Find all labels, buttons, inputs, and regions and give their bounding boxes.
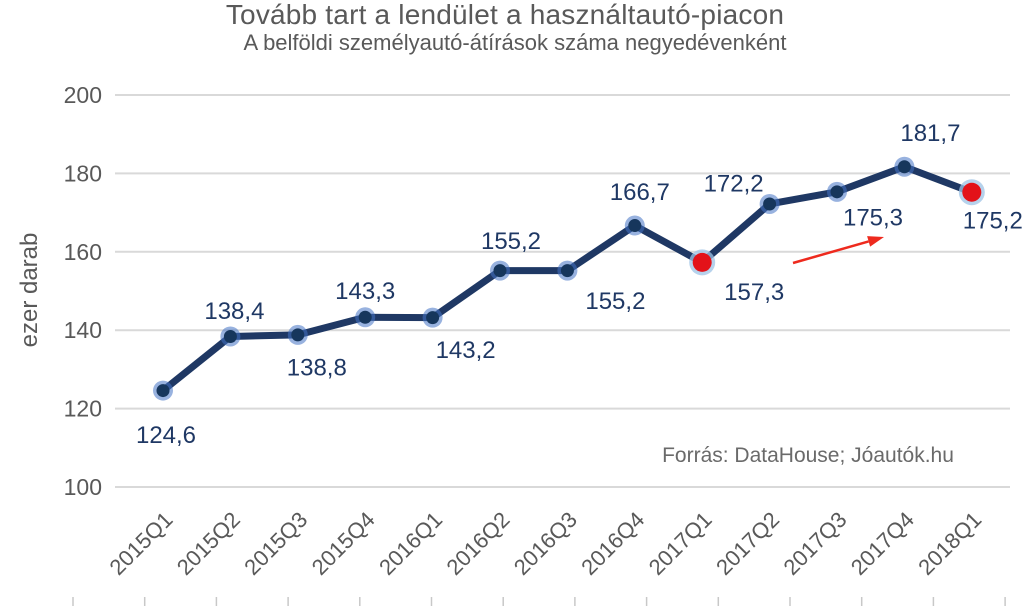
data-point-label: 138,8 <box>287 354 347 381</box>
data-point-label: 175,2 <box>963 208 1023 235</box>
x-tick-label: 2017Q3 <box>778 507 851 580</box>
x-tick-label: 2015Q3 <box>239 507 312 580</box>
data-point <box>763 197 777 211</box>
data-point <box>156 384 170 398</box>
data-point-label: 166,7 <box>610 179 670 206</box>
data-point-label: 124,6 <box>136 422 196 449</box>
x-tick-label: 2015Q2 <box>172 507 245 580</box>
data-point-label: 155,2 <box>481 228 541 255</box>
y-tick-label: 140 <box>64 317 102 343</box>
data-point-highlight <box>962 182 982 202</box>
x-tick-label: 2016Q3 <box>509 507 582 580</box>
data-point-label: 181,7 <box>900 120 960 147</box>
annotation-arrow-shaft <box>792 240 869 265</box>
x-tick-label: 2017Q1 <box>644 507 717 580</box>
y-tick-label: 100 <box>64 474 102 500</box>
y-tick-label: 160 <box>64 239 102 265</box>
x-tick-label: 2016Q1 <box>374 507 447 580</box>
data-point-highlight <box>692 252 712 272</box>
data-point <box>897 160 911 174</box>
y-tick-label: 120 <box>64 396 102 422</box>
chart-title: Tovább tart a lendület a használtautó-pi… <box>225 0 785 30</box>
data-point-label: 175,3 <box>843 204 903 231</box>
data-point-label: 172,2 <box>704 170 764 197</box>
data-point <box>358 310 372 324</box>
data-point-label: 157,3 <box>724 279 784 306</box>
x-tick-label: 2017Q2 <box>711 507 784 580</box>
annotation-arrow-head <box>867 236 884 247</box>
data-point <box>560 264 574 278</box>
data-point-label: 143,3 <box>335 278 395 305</box>
y-tick-label: 200 <box>64 82 102 108</box>
y-tick-label: 180 <box>64 160 102 186</box>
x-tick-label: 2016Q2 <box>441 507 514 580</box>
data-point <box>493 264 507 278</box>
data-point <box>426 311 440 325</box>
x-tick-label: 2017Q4 <box>846 507 919 580</box>
data-point <box>628 219 642 233</box>
data-point <box>291 328 305 342</box>
data-point-label: 138,4 <box>204 298 264 325</box>
x-tick-label: 2015Q4 <box>307 507 380 580</box>
x-tick-label: 2015Q1 <box>104 507 177 580</box>
x-tick-label: 2018Q1 <box>913 507 986 580</box>
data-point <box>223 329 237 343</box>
data-point-label: 143,2 <box>436 337 496 364</box>
data-point <box>830 185 844 199</box>
chart-subtitle: A belföldi személyautó-átírások száma ne… <box>243 30 787 55</box>
source-note: Forrás: DataHouse; Jóautók.hu <box>662 444 954 467</box>
data-point-label: 155,2 <box>585 288 645 315</box>
x-tick-label: 2016Q4 <box>576 507 649 580</box>
